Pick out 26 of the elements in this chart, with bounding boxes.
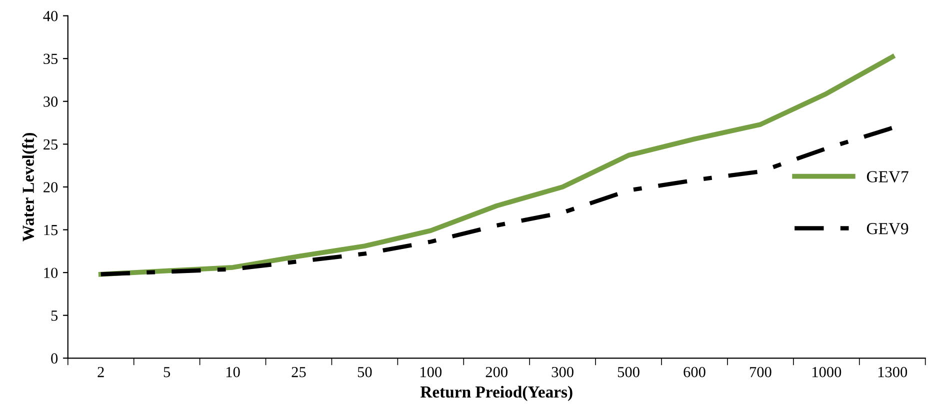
x-tick-label: 200 <box>486 366 508 378</box>
y-tick-label: 35 <box>44 54 58 64</box>
y-tick-label: 10 <box>44 268 58 278</box>
legend-label: GEV7 <box>866 171 908 182</box>
y-tick-label: 5 <box>51 310 58 321</box>
y-tick-label: 15 <box>44 224 58 236</box>
y-tick-label: 20 <box>44 182 58 192</box>
x-tick-label: 700 <box>750 366 772 378</box>
x-axis-title: Return Preiod(Years) <box>420 386 572 402</box>
x-tick-label: 25 <box>292 366 306 378</box>
x-tick-label: 2 <box>98 366 104 378</box>
x-tick-label: 5 <box>164 367 170 378</box>
y-tick-label: 30 <box>44 96 58 107</box>
x-tick-label: 1300 <box>878 366 908 378</box>
legend-label: GEV9 <box>866 223 908 234</box>
y-tick-label: 25 <box>44 139 58 150</box>
x-tick-label: 10 <box>226 366 240 378</box>
y-tick-label: 0 <box>51 353 58 364</box>
y-tick-label: 40 <box>43 10 58 22</box>
y-axis-title: Water Level(ft) <box>22 133 38 242</box>
x-tick-label: 600 <box>684 366 706 378</box>
x-tick-label: 300 <box>552 366 574 378</box>
x-tick-label: 500 <box>618 366 640 378</box>
x-tick-label: 100 <box>420 366 442 378</box>
x-tick-label: 1000 <box>812 366 842 378</box>
x-tick-label: 50 <box>358 366 372 378</box>
